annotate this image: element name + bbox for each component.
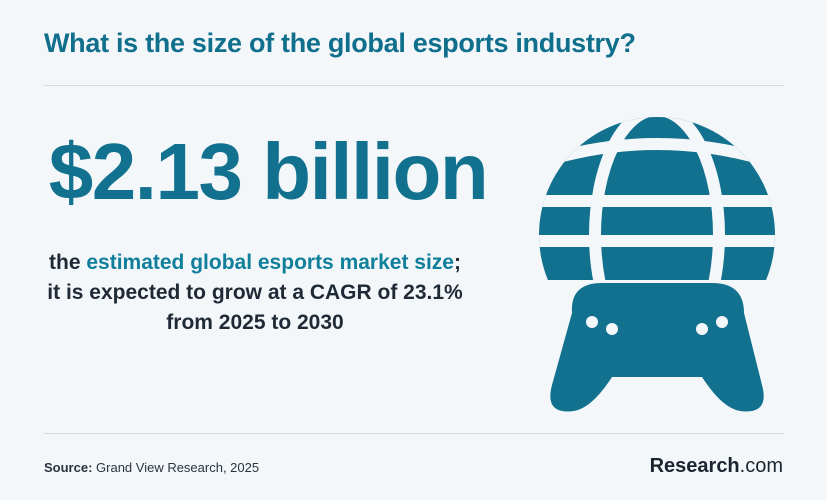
divider-top	[44, 85, 784, 86]
brand-logo: Research.com	[650, 455, 783, 478]
brand-suffix: .com	[739, 455, 783, 477]
description-part2: ; it is expected to grow at a CAGR of 23…	[47, 251, 463, 334]
source-note: Source: Grand View Research, 2025	[44, 460, 259, 475]
page-title: What is the size of the global esports i…	[44, 28, 636, 58]
divider-bottom	[44, 433, 784, 434]
globe-gamepad-icon	[532, 117, 782, 415]
stat-description: the estimated global esports market size…	[40, 248, 470, 338]
description-highlight: estimated global esports market size	[86, 251, 454, 274]
description-part1: the	[49, 251, 87, 274]
source-label: Source:	[44, 460, 93, 475]
headline-stat: $2.13 billion	[48, 127, 489, 216]
source-text: Grand View Research, 2025	[92, 460, 260, 475]
brand-name: Research	[649, 455, 740, 477]
